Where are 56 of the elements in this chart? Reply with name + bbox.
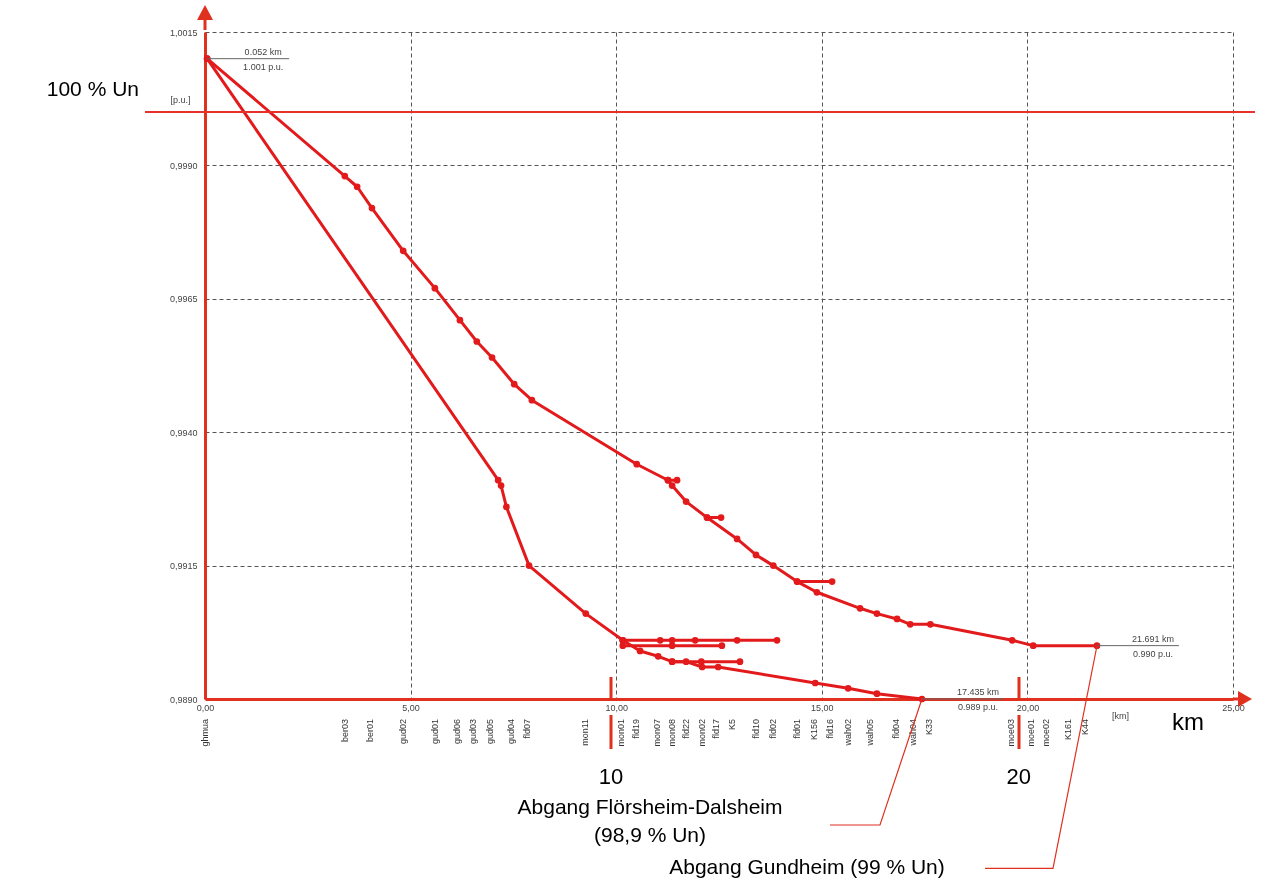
text: K156 <box>809 719 819 741</box>
text: fld02 <box>768 719 778 739</box>
text: fld01 <box>792 719 802 739</box>
text: ghmua <box>200 719 210 747</box>
text: K161 <box>1063 719 1073 741</box>
text: fld10 <box>751 719 761 739</box>
x-tick-label: 0,00 <box>196 702 215 713</box>
text: fld22 <box>681 719 691 739</box>
text: gud03 <box>468 719 478 745</box>
text: moe03 <box>1006 719 1016 747</box>
x-tick-label: 25,00 <box>1222 702 1245 713</box>
y-tick-label: 0,9990 <box>169 160 198 171</box>
x2-axis-title: km <box>1172 708 1204 735</box>
text: gud02 <box>398 719 408 745</box>
y-tick-label: 0,9890 <box>169 694 198 705</box>
text: fld19 <box>631 719 641 739</box>
text: ber01 <box>365 719 375 743</box>
annotation: 21.691 km 0.990 p.u. <box>1131 633 1174 659</box>
x-axis-title: [km] <box>1112 710 1129 721</box>
text: K33 <box>924 719 934 736</box>
text: fld17 <box>711 719 721 739</box>
ref-line-label: 100 % Un <box>46 77 139 101</box>
text: mon08 <box>667 719 677 747</box>
text: fld07 <box>522 719 532 739</box>
x-tick-label: 20,00 <box>1016 702 1040 713</box>
text: K44 <box>1080 719 1090 736</box>
x-tick-label: 15,00 <box>811 702 834 713</box>
text: gud01 <box>430 719 440 745</box>
text: mon01 <box>616 719 626 747</box>
text: gud05 <box>485 719 495 745</box>
text: mon07 <box>652 719 662 747</box>
x-tick-label: 5,00 <box>402 702 420 713</box>
text: fld04 <box>891 719 901 739</box>
y-tick-label: 0,9915 <box>169 561 198 572</box>
x2-tick-label: 10 <box>598 764 624 789</box>
text: wah02 <box>843 719 853 747</box>
text: moe01 <box>1026 719 1036 747</box>
text: wah05 <box>865 719 875 747</box>
annotation: 0.052 km 1.001 p.u. <box>243 46 284 72</box>
y-tick-label: 1,0015 <box>169 27 198 38</box>
x2-tick-label: 20 <box>1006 764 1032 789</box>
annotation: 17.435 km 0.989 p.u. <box>956 687 999 712</box>
x-tick-label: 10,00 <box>605 702 628 713</box>
text: gud04 <box>506 719 516 745</box>
text: ber03 <box>340 719 350 743</box>
text: mon11 <box>580 719 590 746</box>
text: gud06 <box>452 719 462 745</box>
y-axis-title: [p.u.] <box>170 94 191 105</box>
text: Abgang Gundheim (99 % Un) <box>669 855 945 878</box>
text: moe02 <box>1041 719 1051 747</box>
text: K5 <box>727 719 737 731</box>
y-tick-label: 0,9965 <box>169 294 198 305</box>
y-tick-label: 0,9940 <box>169 427 198 438</box>
text: mon02 <box>697 719 707 747</box>
text: fld16 <box>825 719 835 739</box>
text: Abgang Flörsheim-Dalsheim (98,9 % Un) <box>517 795 783 846</box>
